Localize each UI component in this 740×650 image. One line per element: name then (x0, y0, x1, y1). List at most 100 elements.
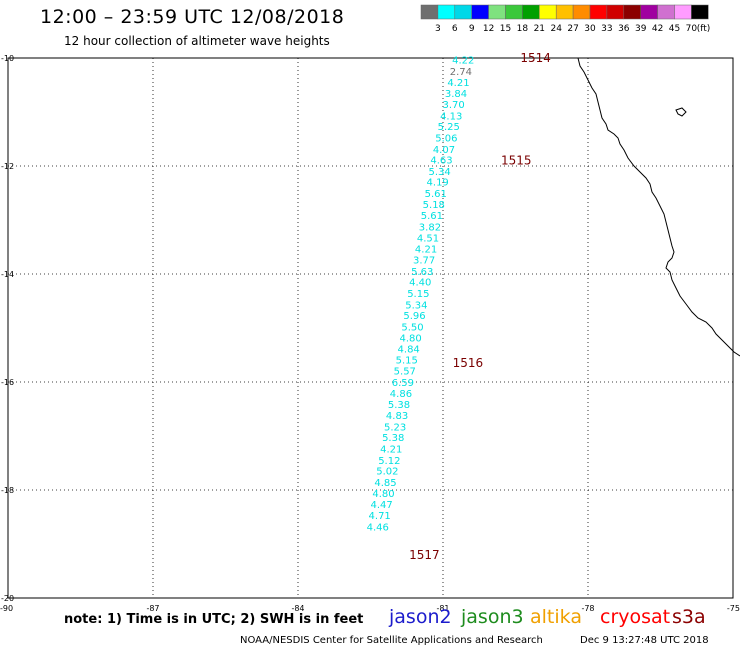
legend-label: 24 (550, 24, 562, 34)
time-label: 1515 (501, 154, 532, 168)
legend-swatch (657, 4, 675, 20)
wave-height-point: 4.22 (452, 56, 474, 67)
island-shape (675, 107, 687, 117)
axis-tick-labels: -90 -87 -84 -81 -78 -75 -10 -12 -14 -16 -18 -20 (0, 54, 740, 613)
wave-height-point: 5.38 (388, 400, 410, 411)
lon-tick-label: -75 (727, 604, 740, 613)
wave-height-point: 5.15 (407, 289, 429, 300)
lon-tick-label: -90 (0, 604, 13, 613)
time-labels: 1514 1515 1516 1517 (409, 51, 551, 562)
timestamp-text: Dec 9 13:27:48 UTC 2018 (580, 635, 709, 646)
legend-swatch (539, 4, 557, 20)
legend-swatch (572, 4, 591, 20)
wave-height-point: 3.84 (445, 89, 467, 100)
wave-height-point: 4.21 (380, 445, 402, 456)
wave-height-point: 5.63 (411, 267, 433, 278)
wave-height-point: 4.19 (427, 178, 449, 189)
legend-swatch (522, 4, 540, 20)
map-frame (7, 57, 734, 599)
lon-tick-label: -87 (146, 604, 159, 613)
wave-height-point: 3.82 (419, 223, 441, 234)
satellite-s3a: s3a (672, 606, 706, 628)
lon-tick-label: -78 (581, 604, 594, 613)
lat-tick-label: -10 (1, 54, 14, 63)
wave-height-point: 4.86 (390, 389, 412, 400)
satellite-jason2: jason2 (389, 606, 452, 628)
wave-height-point: 3.77 (413, 256, 435, 267)
wave-height-point: 6.59 (392, 378, 414, 389)
credit-text: NOAA/NESDIS Center for Satellite Applica… (240, 635, 543, 646)
map-grid (8, 58, 733, 598)
wave-height-point: 4.40 (409, 278, 431, 289)
legend-label: 39 (635, 24, 647, 34)
wave-height-point: 5.12 (378, 456, 400, 467)
wave-height-point: 3.70 (442, 100, 464, 111)
legend-label: 15 (500, 24, 511, 34)
lon-tick-label: -81 (436, 604, 449, 613)
legend-label: 12 (483, 24, 494, 34)
wave-height-point: 4.71 (369, 511, 391, 522)
legend-label: 18 (517, 24, 529, 34)
legend-swatch (488, 4, 506, 20)
legend-swatch (505, 4, 523, 20)
legend-swatch (640, 4, 658, 20)
legend-label: 27 (567, 24, 578, 34)
satellite-jason3: jason3 (461, 606, 524, 628)
legend-label: 3 (435, 24, 441, 34)
legend-swatch (589, 4, 608, 20)
time-label: 1514 (520, 51, 551, 65)
wave-height-point: 5.15 (396, 355, 418, 366)
legend-label: 42 (652, 24, 663, 34)
wave-height-point: 5.23 (384, 422, 406, 433)
page-subtitle: 12 hour collection of altimeter wave hei… (64, 34, 330, 48)
legend-label: 45 (669, 24, 680, 34)
wave-height-point: 4.85 (374, 478, 396, 489)
wave-height-point: 5.34 (405, 300, 427, 311)
color-legend: 3 6 9 12 15 18 21 24 27 30 33 36 39 42 45 70 (ft) (420, 4, 711, 34)
wave-height-point: 4.46 (367, 522, 389, 533)
legend-label: 36 (618, 24, 630, 34)
lat-tick-label: -20 (1, 594, 14, 603)
map-border (7, 57, 734, 599)
lat-tick-label: -18 (1, 486, 14, 495)
wave-height-point: 4.21 (415, 245, 437, 256)
wave-height-point: 4.80 (372, 489, 394, 500)
legend-swatch (437, 4, 456, 20)
legend-unit: (ft) (697, 24, 711, 34)
wave-height-point: 4.47 (370, 500, 392, 511)
legend-swatch (471, 4, 489, 20)
wave-height-point: 5.02 (376, 467, 398, 478)
legend-swatch (454, 4, 472, 20)
wave-height-point: 5.38 (382, 433, 404, 444)
legend-swatch (420, 4, 439, 20)
lon-tick-label: -84 (291, 604, 304, 613)
wave-height-point: 4.21 (447, 78, 469, 89)
time-label: 1517 (409, 548, 440, 562)
legend-swatch (674, 4, 692, 20)
wave-height-point: 4.13 (440, 111, 462, 122)
wave-height-point: 4.51 (417, 233, 439, 244)
coastline (577, 57, 740, 357)
legend-label: 30 (584, 24, 596, 34)
wave-height-point: 5.25 (438, 122, 460, 133)
legend-swatch (555, 4, 574, 20)
wave-height-point: 2.74 (450, 67, 472, 78)
wave-height-point: 4.07 (433, 145, 455, 156)
legend-label: 21 (534, 24, 545, 34)
lat-tick-label: -14 (1, 270, 14, 279)
legend-label: 33 (601, 24, 612, 34)
wave-height-point: 4.84 (398, 345, 420, 356)
wave-height-point: 4.83 (386, 411, 408, 422)
wave-height-points: 4.222.744.213.843.704.135.255.064.074.63… (367, 56, 475, 534)
legend-swatch (606, 4, 625, 20)
wave-height-point: 5.18 (423, 200, 445, 211)
legend-swatch (623, 4, 641, 20)
legend-label: 9 (469, 24, 475, 34)
legend-label: 70 (686, 24, 698, 34)
satellite-cryosat: cryosat (600, 606, 671, 628)
time-label: 1516 (453, 356, 484, 370)
wave-height-point: 5.57 (394, 367, 416, 378)
wave-height-point: 5.34 (428, 167, 450, 178)
wave-height-point: 5.50 (401, 322, 423, 333)
